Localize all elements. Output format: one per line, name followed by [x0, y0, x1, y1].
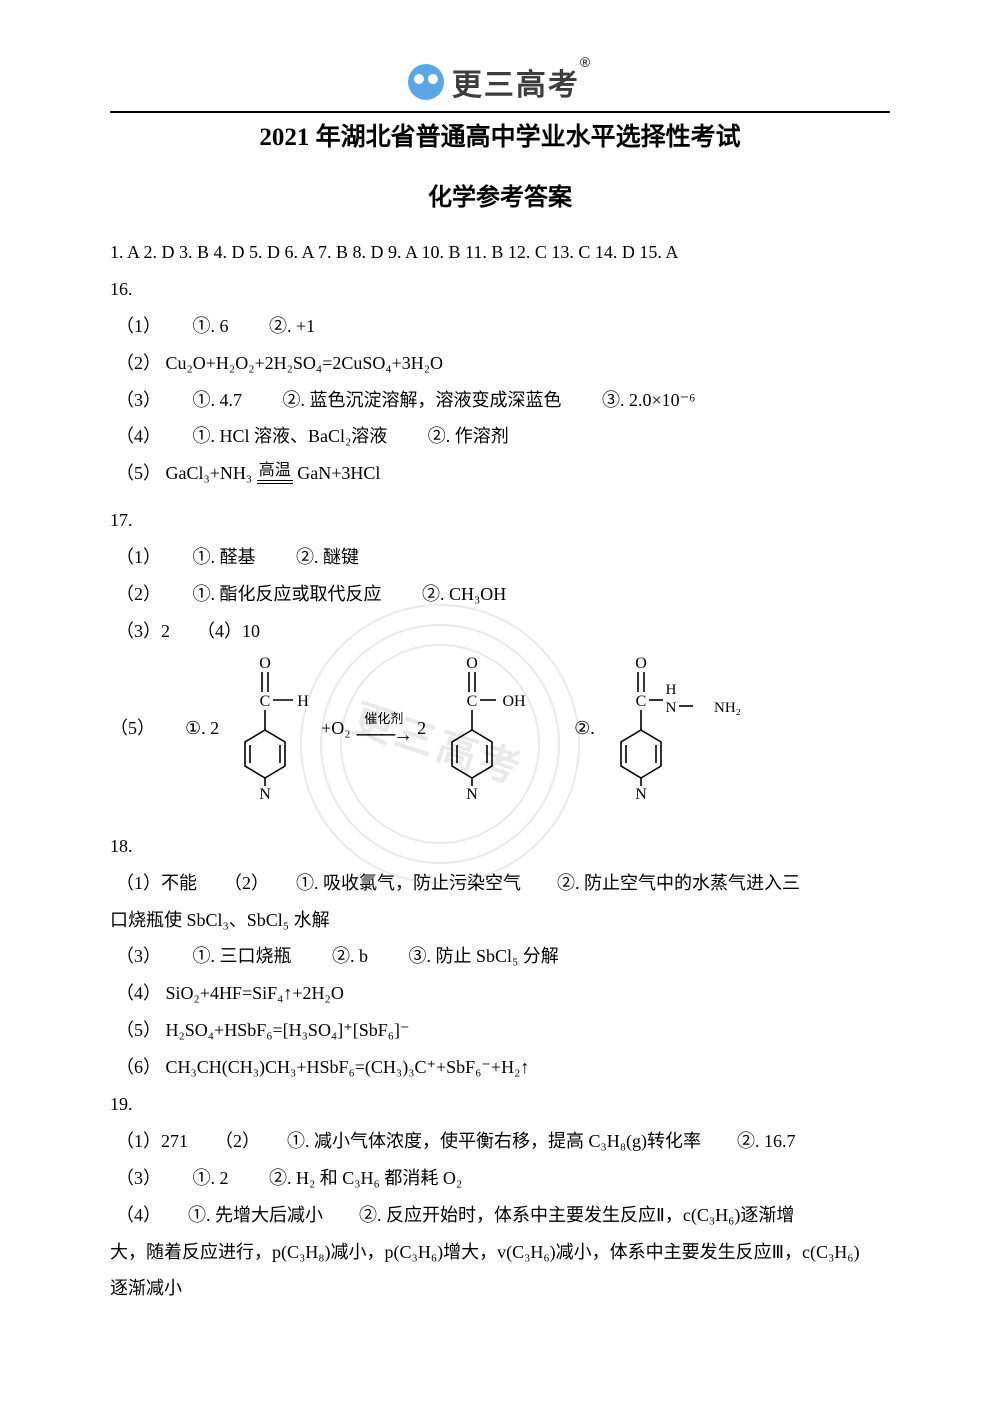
- q19-3: （3） ①. 2 ②. H₂ 和 C₃H₆ 都消耗 O₂: [110, 1160, 890, 1197]
- q17-2-a: ①. 酯化反应或取代反应: [193, 584, 382, 604]
- q16-3-b: ②. 蓝色沉淀溶解，溶液变成深蓝色: [283, 390, 562, 410]
- q17-1: （1） ①. 醛基 ②. 醚键: [110, 539, 890, 576]
- q16-5-left: GaCl₃+NH₃: [166, 463, 253, 483]
- q16-2: （2） Cu₂O+H₂O₂+2H₂SO₄=2CuSO₄+3H₂O: [110, 345, 890, 382]
- q16-4-b: ②. 作溶剂: [428, 426, 509, 446]
- q18-3-a: ①. 三口烧瓶: [193, 946, 292, 966]
- header-rule: [110, 111, 890, 113]
- q16-1-pre: （1）: [116, 316, 152, 336]
- q17-5-pre: （5）: [110, 710, 155, 747]
- q19-4c: 逐渐减小: [110, 1270, 890, 1307]
- q18-3: （3） ①. 三口烧瓶 ②. b ③. 防止 SbCl₅ 分解: [110, 938, 890, 975]
- q16-4: （4） ①. HCl 溶液、BaCl₂溶液 ②. 作溶剂: [110, 418, 890, 455]
- svg-text:N: N: [635, 786, 647, 803]
- q16-2-pre: （2）: [116, 353, 161, 373]
- q16-1: （1） ①. 6 ②. +1: [110, 308, 890, 345]
- q18-3-pre: （3）: [116, 946, 152, 966]
- q18-5-pre: （5）: [116, 1020, 161, 1040]
- q16-5: （5） GaCl₃+NH₃ 高温 GaN+3HCl: [110, 455, 890, 492]
- svg-text:OH: OH: [503, 693, 527, 710]
- molecule-acid-icon: O C OH N: [432, 654, 532, 804]
- svg-text:N: N: [665, 700, 676, 716]
- reaction-arrow-icon: 催化剂 ───→: [357, 712, 412, 745]
- q19-3-pre: （3）: [116, 1168, 152, 1188]
- q18-5: （5） H₂SO₄+HSbF₆=[H₃SO₄]⁺[SbF₆]⁻: [110, 1012, 890, 1049]
- q18-l1: （1）不能 （2） ①. 吸收氯气，防止污染空气 ②. 防止空气中的水蒸气进入三: [110, 865, 890, 902]
- brand-logo: 更三高考®: [408, 60, 592, 104]
- svg-text:C: C: [635, 693, 646, 710]
- q18-5-eq: H₂SO₄+HSbF₆=[H₃SO₄]⁺[SbF₆]⁻: [166, 1020, 410, 1040]
- q18-3-b: ②. b: [332, 946, 368, 966]
- q19-4b: 大，随着反应进行，p(C₃H₈)减小，p(C₃H₆)增大，v(C₃H₆)减小，体…: [110, 1234, 890, 1271]
- owl-icon: [408, 64, 444, 100]
- svg-text:N: N: [259, 786, 271, 803]
- svg-text:C: C: [260, 693, 271, 710]
- svg-text:C: C: [467, 693, 478, 710]
- q16-5-right: GaN+3HCl: [297, 463, 380, 483]
- document-subtitle: 化学参考答案: [110, 177, 890, 212]
- q16-1-a: ①. 6: [193, 316, 229, 336]
- q16-2-eq: Cu₂O+H₂O₂+2H₂SO₄=2CuSO₄+3H₂O: [166, 353, 444, 373]
- molecule-hydrazide-icon: O C H N NH₂ N: [601, 654, 741, 804]
- q17-2-pre: （2）: [116, 584, 152, 604]
- q17-5-a: ①. 2: [185, 710, 219, 747]
- logo-text: 更三高考®: [452, 60, 592, 104]
- q18-4-eq: SiO₂+4HF=SiF₄↑+2H₂O: [166, 983, 344, 1003]
- q16-num: 16.: [110, 271, 890, 308]
- q17-5-row: 更三高考 （5） ①. 2 O C H: [110, 654, 890, 824]
- q17-num: 17.: [110, 502, 890, 539]
- svg-text:H: H: [665, 682, 676, 698]
- q17-1-pre: （1）: [116, 547, 152, 567]
- q16-3: （3） ①. 4.7 ②. 蓝色沉淀溶解，溶液变成深蓝色 ③. 2.0×10⁻⁶: [110, 382, 890, 419]
- q17-34: （3）2 （4）10: [110, 613, 890, 650]
- logo-row: 更三高考®: [110, 60, 890, 105]
- content-body: 1. A 2. D 3. B 4. D 5. D 6. A 7. B 8. D …: [110, 234, 890, 1307]
- logo-name: 更三高考: [452, 69, 580, 102]
- q19-l1: （1）271 （2） ①. 减小气体浓度，使平衡右移，提高 C₃H₈(g)转化率…: [110, 1123, 890, 1160]
- q18-3-c: ③. 防止 SbCl₅ 分解: [409, 946, 559, 966]
- q19-4a: （4） ①. 先增大后减小 ②. 反应开始时，体系中主要发生反应Ⅱ，c(C₃H₆…: [110, 1197, 890, 1234]
- svg-text:NH₂: NH₂: [714, 700, 741, 716]
- q19-3-a: ①. 2: [193, 1168, 229, 1188]
- molecule-aldehyde-icon: O C H N: [225, 654, 315, 804]
- q18-4-pre: （4）: [116, 983, 161, 1003]
- arrow-glyph: ───→: [357, 725, 412, 745]
- q17-2: （2） ①. 酯化反应或取代反应 ②. CH₃OH: [110, 576, 890, 613]
- q18-6: （6） CH₃CH(CH₃)CH₃+HSbF₆=(CH₃)₃C⁺+SbF₆⁻+H…: [110, 1049, 890, 1086]
- q16-3-a: ①. 4.7: [193, 390, 243, 410]
- hightemp-condition-icon: 高温: [257, 463, 293, 484]
- q18-6-eq: CH₃CH(CH₃)CH₃+HSbF₆=(CH₃)₃C⁺+SbF₆⁻+H₂↑: [166, 1057, 530, 1077]
- svg-text:N: N: [466, 786, 478, 803]
- q16-4-pre: （4）: [116, 426, 152, 446]
- svg-text:O: O: [466, 655, 478, 672]
- q19-num: 19.: [110, 1086, 890, 1123]
- eq-line: [257, 481, 293, 484]
- svg-text:H: H: [297, 693, 309, 710]
- document-title: 2021 年湖北省普通高中学业水平选择性考试: [110, 117, 890, 153]
- q18-4: （4） SiO₂+4HF=SiF₄↑+2H₂O: [110, 975, 890, 1012]
- q16-1-b: ②. +1: [269, 316, 315, 336]
- q17-1-b: ②. 醚键: [296, 547, 359, 567]
- page-container: 更三高考® 2021 年湖北省普通高中学业水平选择性考试 化学参考答案 1. A…: [0, 0, 1000, 1347]
- registered-mark: ®: [580, 54, 592, 70]
- q16-5-pre: （5）: [116, 463, 161, 483]
- q16-3-pre: （3）: [116, 390, 152, 410]
- q17-5-b: ②.: [574, 710, 595, 747]
- svg-text:O: O: [635, 655, 647, 672]
- q16-3-c: ③. 2.0×10⁻⁶: [602, 390, 695, 410]
- q18-l1b: 口烧瓶使 SbCl₃、SbCl₅ 水解: [110, 902, 890, 939]
- mc-answers: 1. A 2. D 3. B 4. D 5. D 6. A 7. B 8. D …: [110, 234, 890, 271]
- q16-4-a: ①. HCl 溶液、BaCl₂溶液: [193, 426, 388, 446]
- q19-3-b: ②. H₂ 和 C₃H₆ 都消耗 O₂: [269, 1168, 462, 1188]
- q18-num: 18.: [110, 828, 890, 865]
- q18-6-pre: （6）: [116, 1057, 161, 1077]
- q17-1-a: ①. 醛基: [193, 547, 256, 567]
- q17-5-plus: +O₂: [321, 710, 350, 747]
- q17-5-coef2: 2: [417, 710, 426, 747]
- q16-5-cond: 高温: [257, 463, 293, 481]
- q17-2-b: ②. CH₃OH: [422, 584, 506, 604]
- svg-text:O: O: [259, 655, 271, 672]
